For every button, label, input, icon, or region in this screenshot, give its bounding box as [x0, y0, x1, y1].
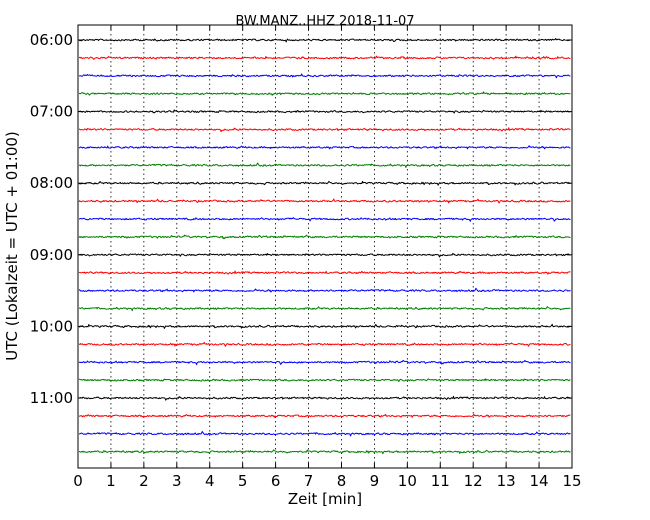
x-tick-label: 6	[271, 472, 281, 490]
trace-0630	[78, 73, 571, 79]
trace-1115	[78, 413, 571, 418]
x-tick-label: 14	[530, 472, 549, 490]
y-tick-label: 08:00	[30, 174, 73, 192]
trace-0930	[78, 287, 571, 293]
trace-0845	[78, 234, 571, 240]
x-tick-label: 1	[106, 472, 116, 490]
trace-0800	[78, 180, 571, 186]
y-tick-label: 10:00	[30, 317, 73, 335]
trace-layer	[78, 37, 571, 455]
y-axis-label: UTC (Lokalzeit = UTC + 01:00)	[3, 131, 21, 361]
x-tick-label: 5	[238, 472, 248, 490]
trace-0715	[79, 127, 571, 133]
trace-1145	[78, 449, 571, 455]
trace-0815	[78, 198, 571, 204]
trace-0700	[78, 109, 571, 114]
x-tick-label: 8	[337, 472, 347, 490]
x-axis-label: Zeit [min]	[288, 490, 362, 508]
tick-layer: 0 1 2 3 4 5 6 7 8 9 10 11 12 13 14 1506:0007:0008:0009:…	[30, 25, 582, 490]
trace-0600	[78, 37, 571, 43]
trace-0945	[78, 306, 571, 312]
x-tick-label: 11	[431, 472, 450, 490]
trace-0830	[78, 217, 571, 222]
trace-0615	[78, 55, 571, 60]
y-tick-label: 06:00	[30, 31, 73, 49]
x-tick-label: 12	[464, 472, 483, 490]
trace-1000	[78, 323, 571, 329]
trace-0900	[78, 252, 571, 258]
y-tick-label: 07:00	[30, 103, 73, 121]
x-tick-label: 0	[73, 472, 83, 490]
x-tick-label: 4	[205, 472, 215, 490]
trace-0645	[78, 91, 571, 96]
trace-1100	[78, 395, 571, 401]
x-tick-label: 7	[304, 472, 314, 490]
y-tick-label: 11:00	[30, 389, 73, 407]
plot-frame	[77, 24, 573, 469]
x-tick-label: 9	[370, 472, 380, 490]
x-tick-label: 13	[497, 472, 516, 490]
x-tick-label: 15	[562, 472, 581, 490]
trace-1030	[78, 359, 571, 366]
trace-0730	[78, 145, 571, 150]
x-tick-label: 3	[172, 472, 182, 490]
trace-0915	[78, 270, 571, 275]
y-tick-label: 09:00	[30, 246, 73, 264]
chart-title: BW.MANZ..HHZ 2018-11-07	[235, 14, 414, 29]
trace-1045	[78, 378, 571, 382]
trace-1015	[78, 341, 571, 347]
grid-layer	[110, 25, 540, 468]
x-tick-label: 2	[139, 472, 149, 490]
trace-1130	[78, 431, 571, 437]
trace-0745	[78, 162, 571, 168]
x-tick-label: 10	[398, 472, 417, 490]
